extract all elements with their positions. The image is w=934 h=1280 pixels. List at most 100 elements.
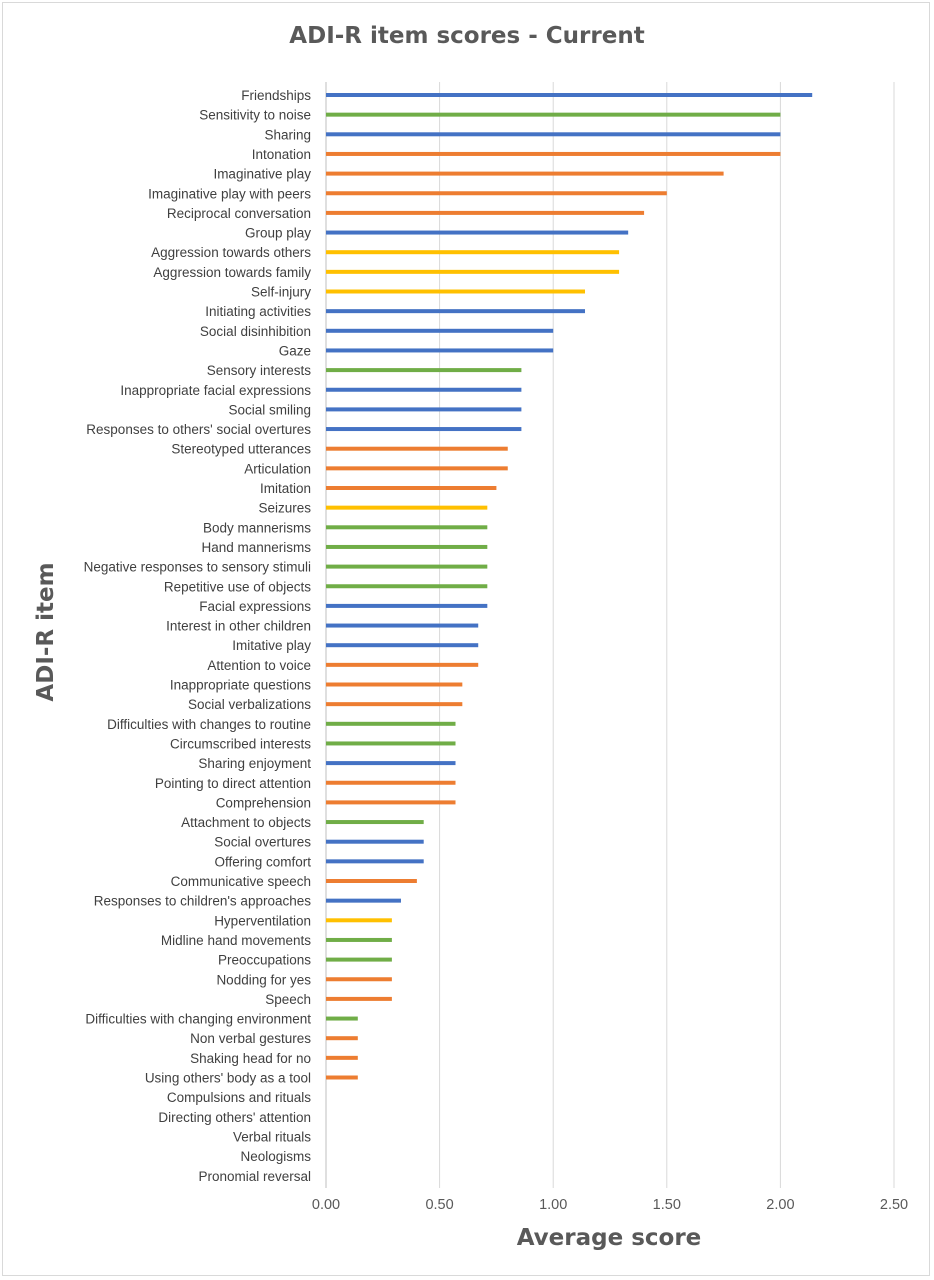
category-label: Friendships [241,88,311,103]
category-label: Offering comfort [214,854,311,869]
category-label: Sensitivity to noise [199,108,311,123]
category-label: Imaginative play with peers [148,186,311,201]
bar [326,171,724,176]
category-label: Pointing to direct attention [155,776,311,791]
category-label: Attention to voice [207,658,311,673]
category-label: Difficulties with changes to routine [107,717,311,732]
category-label: Body mannerisms [203,520,311,535]
category-label: Using others' body as a tool [145,1071,311,1086]
bar [326,191,667,196]
bar [326,269,620,274]
bar [326,1016,358,1021]
bar [326,446,508,451]
category-label: Facial expressions [199,599,311,614]
category-label: Sensory interests [207,363,312,378]
category-label: Social smiling [228,402,311,417]
bar [326,289,586,294]
bar [326,643,479,648]
bar [326,1036,358,1041]
bar [326,996,392,1001]
bar [326,800,456,805]
bar [326,741,456,746]
category-label: Imitative play [232,638,311,653]
y-axis-title: ADI-R item [33,562,59,701]
category-label: Compulsions and rituals [167,1090,311,1105]
category-label: Reciprocal conversation [167,206,311,221]
bar [326,387,522,392]
x-tick-labels: 0.00 0.50 1.00 1.50 2.00 2.50 [312,1197,908,1213]
bar [326,368,522,373]
category-label: Inappropriate facial expressions [120,383,311,398]
bar [326,721,456,726]
bar [326,898,401,903]
category-label: Initiating activities [205,304,311,319]
bar [326,112,781,117]
category-label: Verbal rituals [233,1129,311,1144]
category-label: Communicative speech [171,874,311,889]
category-label: Imitation [260,481,311,496]
x-tick-label: 2.00 [766,1197,794,1213]
category-label: Group play [245,226,311,241]
bar [326,407,522,412]
category-label: Social overtures [214,835,311,850]
category-label: Articulation [244,461,311,476]
category-label: Comprehension [216,795,311,810]
category-label: Social verbalizations [188,697,311,712]
bar [326,702,463,707]
bar [326,937,392,942]
category-label: Non verbal gestures [190,1031,311,1046]
bar [326,544,488,549]
bar [326,820,424,825]
category-label: Preoccupations [218,953,311,968]
category-label: Midline hand movements [161,933,311,948]
bar [326,761,456,766]
category-label: Gaze [279,343,311,358]
category-label: Hyperventilation [214,913,311,928]
x-tick-label: 1.50 [653,1197,681,1213]
bar [326,505,488,510]
bar [326,466,508,471]
bar [326,918,392,923]
category-label: Intonation [252,147,311,162]
bar [326,93,813,97]
category-label: Seizures [258,501,311,516]
category-label: Imaginative play [213,167,311,182]
category-label: Interest in other children [166,619,311,634]
category-label: Sharing [264,127,311,142]
bar [326,623,479,628]
category-label: Speech [265,992,311,1007]
chart-title: ADI-R item scores - Current [289,23,644,49]
bar [326,584,488,589]
bar [326,564,488,569]
category-label: Hand mannerisms [201,540,311,555]
category-label: Attachment to objects [181,815,311,830]
x-axis-title: Average score [517,1225,702,1251]
bar [326,151,781,156]
bar [326,250,620,255]
bar [326,682,463,687]
category-label: Stereotyped utterances [171,442,311,457]
bar [326,662,479,667]
bar [326,1055,358,1060]
bar [326,210,645,215]
category-label: Aggression towards others [151,245,311,260]
category-label: Nodding for yes [216,972,311,987]
x-tick-label: 1.00 [539,1197,567,1213]
category-label: Responses to children's approaches [94,894,311,909]
category-label: Responses to others' social overtures [86,422,311,437]
bars [326,93,813,1080]
category-label: Aggression towards family [153,265,311,280]
bar [326,328,554,333]
category-label: Difficulties with changing environment [85,1012,311,1027]
category-label: Repetitive use of objects [164,579,311,594]
bar [326,859,424,864]
bar [326,427,522,432]
x-tick-label: 0.50 [425,1197,453,1213]
bar [326,309,586,314]
category-label: Social disinhibition [200,324,311,339]
bar [326,780,456,785]
bar [326,525,488,530]
category-label: Shaking head for no [190,1051,311,1066]
